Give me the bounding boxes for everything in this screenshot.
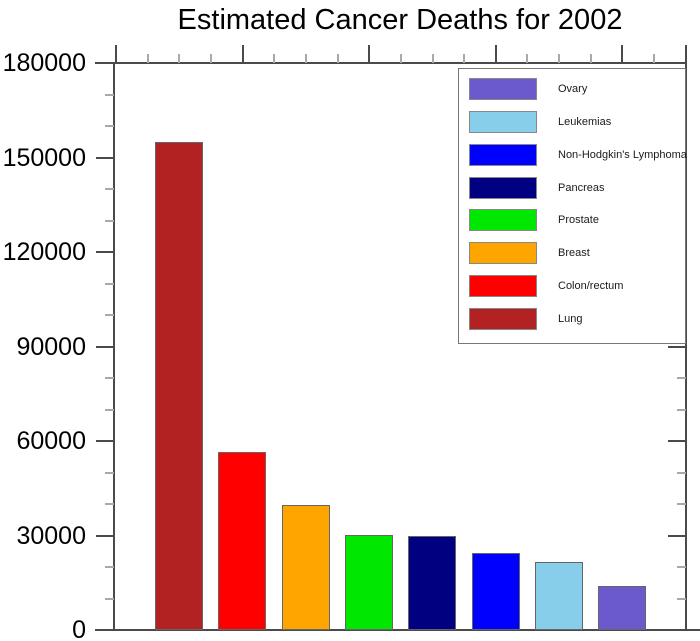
y-axis-tick: [105, 188, 114, 190]
legend-swatch-colon-rectum: [469, 275, 537, 298]
legend-label-colon-rectum: Colon/rectum: [558, 280, 624, 293]
right-axis-tick: [677, 408, 686, 411]
y-axis-tick-label: 30000: [16, 521, 86, 550]
top-axis-tick: [273, 54, 276, 63]
y-axis-tick: [96, 251, 114, 253]
bar-prostate: [344, 534, 393, 630]
x-axis-line: [95, 629, 700, 631]
top-axis-tick: [684, 45, 687, 63]
legend-swatch-breast: [469, 242, 537, 265]
y-axis-tick: [105, 597, 114, 600]
bar-breast: [281, 505, 330, 630]
top-axis-tick: [463, 54, 466, 63]
top-axis-tick: [399, 54, 402, 63]
top-axis-line: [95, 62, 687, 64]
top-axis-tick: [336, 54, 339, 63]
y-axis-line: [113, 63, 115, 631]
y-axis-tick: [105, 125, 114, 127]
y-axis-tick: [105, 93, 114, 96]
bar-pancreas: [408, 536, 457, 630]
y-axis-tick: [96, 345, 114, 348]
y-axis-tick: [96, 440, 114, 442]
right-axis-tick: [677, 503, 686, 505]
legend-swatch-ovary: [469, 78, 537, 100]
top-axis-tick: [304, 54, 307, 63]
y-axis-tick: [105, 314, 114, 316]
y-axis-tick: [105, 503, 114, 505]
legend-label-leukemias: Leukemias: [558, 115, 612, 128]
right-axis-tick: [668, 345, 686, 348]
top-axis-tick: [431, 54, 434, 63]
right-axis-line: [685, 63, 687, 631]
y-axis-tick: [105, 282, 114, 285]
right-axis-tick: [668, 62, 686, 64]
right-axis-tick: [668, 534, 686, 537]
y-axis-tick: [105, 219, 114, 222]
top-axis-tick: [653, 54, 656, 63]
top-axis-tick: [494, 45, 497, 63]
top-axis-tick: [589, 54, 592, 63]
bar-non-hodgkin-s-lymphoma: [471, 553, 520, 630]
chart-title: Estimated Cancer Deaths for 2002: [177, 4, 623, 36]
bar-ovary: [598, 586, 647, 630]
legend-swatch-non-hodgkin-s-lymphoma: [469, 143, 537, 166]
legend-swatch-lung: [469, 308, 537, 331]
y-axis-tick-label: 60000: [16, 427, 86, 455]
right-axis-tick: [677, 377, 686, 379]
top-axis-tick: [526, 54, 529, 63]
y-axis-tick: [105, 408, 114, 411]
legend-label-ovary: Ovary: [558, 83, 588, 95]
top-axis-tick: [146, 54, 149, 63]
legend-label-non-hodgkin-s-lymphoma: Non-Hodgkin's Lymphoma: [558, 148, 687, 161]
bar-colon-rectum: [218, 451, 267, 630]
y-axis-tick-label: 0: [72, 616, 86, 641]
y-axis-tick-label: 90000: [16, 332, 86, 361]
y-axis-tick: [96, 629, 114, 631]
right-axis-tick: [677, 471, 686, 474]
y-axis-tick-label: 150000: [2, 143, 86, 172]
y-axis-tick: [96, 534, 114, 537]
top-axis-tick: [241, 45, 244, 63]
legend: Ovary Leukemias Non-Hodgkin's Lymphoma Panc…: [458, 68, 687, 344]
legend-label-breast: Breast: [558, 247, 590, 260]
legend-swatch-pancreas: [469, 176, 537, 199]
bar-leukemias: [534, 561, 583, 630]
bar-lung: [155, 142, 203, 630]
legend-swatch-leukemias: [469, 110, 537, 133]
right-axis-tick: [668, 629, 686, 631]
legend-label-lung: Lung: [558, 313, 583, 326]
y-axis-tick: [105, 377, 114, 379]
right-axis-tick: [677, 566, 686, 568]
y-axis-tick: [105, 566, 114, 568]
y-axis-tick-label: 180000: [2, 49, 86, 77]
y-axis-tick: [105, 471, 114, 474]
top-axis-tick: [621, 45, 624, 63]
top-axis-tick: [178, 54, 181, 63]
legend-label-pancreas: Pancreas: [558, 181, 605, 194]
legend-swatch-prostate: [469, 209, 537, 232]
y-axis-tick: [96, 62, 114, 64]
right-axis-tick: [668, 440, 686, 442]
legend-label-prostate: Prostate: [558, 214, 599, 227]
y-axis-tick-label: 120000: [2, 238, 86, 266]
right-axis-tick: [677, 597, 686, 600]
top-axis-tick: [115, 45, 117, 63]
y-axis-tick: [96, 156, 114, 159]
top-axis-tick: [558, 54, 561, 63]
top-axis-tick: [209, 54, 212, 63]
top-axis-tick: [368, 45, 371, 63]
